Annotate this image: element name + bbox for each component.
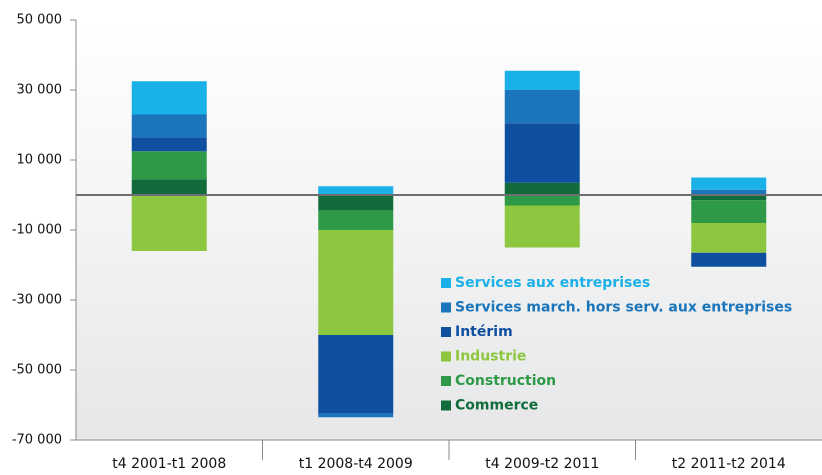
x-tick-label: t4 2001-t1 2008 <box>112 456 226 472</box>
bar-segment <box>131 137 207 152</box>
legend-label: Commerce <box>455 398 538 414</box>
bar-segment <box>318 195 394 211</box>
x-tick-label: t1 2008-t4 2009 <box>299 456 413 472</box>
bar-segment <box>504 123 580 183</box>
bar-segment <box>318 413 394 418</box>
bar-segment <box>504 205 580 248</box>
bar-segment <box>131 195 207 251</box>
y-tick-label: 30 000 <box>17 83 63 98</box>
bar-segment <box>318 335 394 414</box>
bar-segment <box>131 81 207 115</box>
legend-label: Industrie <box>455 349 526 365</box>
y-tick-label: 50 000 <box>17 13 63 28</box>
bar-segment <box>131 151 207 180</box>
bar-segment <box>318 210 394 230</box>
bar-segment <box>131 114 207 138</box>
legend-label: Services aux entreprises <box>455 275 650 291</box>
bar-segment <box>318 186 394 195</box>
y-tick-label: -70 000 <box>12 433 62 448</box>
legend-swatch <box>441 376 451 386</box>
y-tick-label: -30 000 <box>12 293 62 308</box>
bar-segment <box>318 230 394 335</box>
bar-segment <box>504 182 580 195</box>
bar-segment <box>504 195 580 206</box>
bar-segment <box>691 189 767 195</box>
bar-segment <box>504 90 580 124</box>
legend-swatch <box>441 278 451 288</box>
legend-label: Construction <box>455 373 556 389</box>
bar-segment <box>131 179 207 195</box>
legend-swatch <box>441 351 451 362</box>
bar-segment <box>691 200 767 223</box>
x-tick-label: t4 2009-t2 2011 <box>485 456 599 472</box>
bar-segment <box>691 177 767 190</box>
legend-swatch <box>441 302 451 313</box>
y-tick-label: -10 000 <box>12 223 62 238</box>
bar-segment <box>691 223 767 253</box>
legend-label: Intérim <box>455 324 513 340</box>
y-tick-label: -50 000 <box>12 363 62 378</box>
legend-label: Services march. hors serv. aux entrepris… <box>455 300 792 316</box>
bar-segment <box>691 195 767 201</box>
bar-segment <box>504 70 580 90</box>
y-tick-label: 10 000 <box>17 153 63 168</box>
bar-segment <box>691 252 767 267</box>
legend-swatch <box>441 327 451 337</box>
legend-swatch <box>441 400 451 411</box>
x-tick-label: t2 2011-t2 2014 <box>672 456 786 472</box>
